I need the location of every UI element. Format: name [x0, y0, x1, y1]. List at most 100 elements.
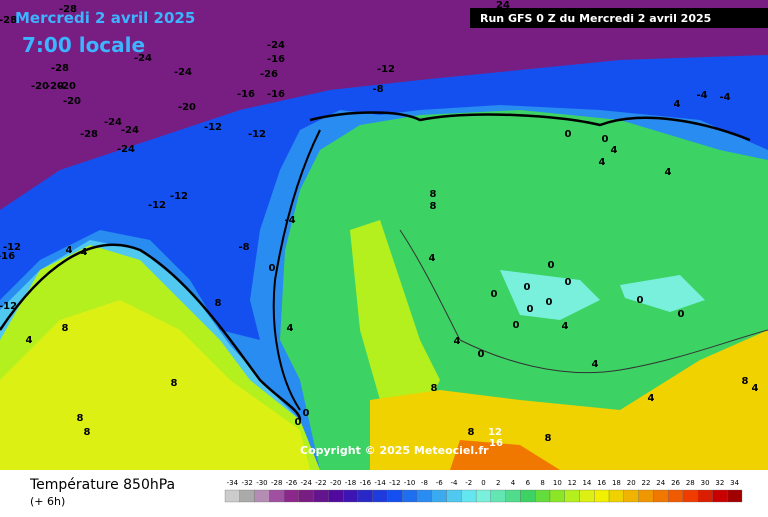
contour-label: 4 [66, 245, 73, 256]
scale-swatch [608, 489, 624, 503]
contour-label: -24 [117, 144, 135, 155]
scale-label: 12 [568, 479, 577, 487]
scale-swatch [283, 489, 300, 503]
contour-label: -12 [0, 301, 17, 312]
scale-label: 30 [701, 479, 710, 487]
contour-label: -8 [372, 84, 383, 95]
contour-label: -16 [0, 251, 15, 262]
scale-label: 26 [671, 479, 680, 487]
contour-labels: -28 -28 -28 -20 -20 -20 -20 -24 -24 -24 … [0, 0, 759, 449]
scale-label: -22 [315, 479, 326, 487]
scale-swatch [520, 489, 536, 503]
contour-label: 0 [491, 289, 498, 300]
scale-label: -16 [360, 479, 372, 487]
scale-label: 20 [627, 479, 636, 487]
footer-step: (+ 6h) [30, 495, 65, 508]
contour-label: 0 [269, 263, 276, 274]
contour-label: 0 [295, 417, 302, 428]
scale-label: 34 [730, 479, 739, 487]
contour-label: 0 [548, 260, 555, 271]
scale-swatch [682, 489, 698, 503]
run-label: Run GFS 0 Z du Mercredi 2 avril 2025 [480, 12, 711, 25]
contour-label: -20 [46, 81, 64, 92]
contour-label: -20 [178, 102, 196, 113]
scale-swatch [535, 489, 551, 503]
scale-swatch [712, 489, 728, 503]
scale-label: 8 [540, 479, 544, 487]
scale-label: 32 [715, 479, 724, 487]
scale-swatch [313, 489, 329, 503]
scale-label: 10 [553, 479, 562, 487]
scale-label: -2 [465, 479, 472, 487]
scale-swatch [579, 489, 595, 503]
scale-swatch [372, 489, 388, 503]
contour-label: 4 [429, 253, 436, 264]
contour-label: -28 [80, 129, 98, 140]
scale-label: 6 [526, 479, 531, 487]
contour-label: -28 [59, 4, 77, 15]
contour-label: 8 [62, 323, 69, 334]
contour-label: 0 [524, 282, 531, 293]
scale-label: -4 [450, 479, 458, 487]
contour-label: -20 [31, 81, 49, 92]
scale-swatch [623, 489, 639, 503]
scale-label: -30 [256, 479, 267, 487]
scale-swatch [239, 489, 255, 503]
scale-label: 2 [496, 479, 500, 487]
scale-swatch [490, 489, 506, 503]
contour-label: 4 [674, 99, 681, 110]
contour-label: -12 [170, 191, 188, 202]
color-scale: -34 -32 -30 -28 -26 -24 -22 -20 -18 -16 -14 -12 -10-… [224, 479, 743, 503]
time-title: 7:00 locale [22, 33, 145, 57]
contour-label: -4 [719, 92, 730, 103]
footer-title: Température 850hPa [29, 477, 175, 493]
contour-label: -26 [260, 69, 278, 80]
scale-label: 4 [511, 479, 516, 487]
contour-label: -4 [284, 215, 295, 226]
contour-label: 0 [546, 297, 553, 308]
contour-label: 0 [565, 277, 572, 288]
contour-label: 0 [602, 134, 609, 145]
contour-label: -24 [267, 40, 285, 51]
scale-label: -14 [374, 479, 386, 487]
contour-label: 0 [478, 349, 485, 360]
date-title: Mercredi 2 avril 2025 [15, 9, 195, 27]
contour-label: -20 [58, 81, 76, 92]
contour-label: 4 [81, 247, 88, 258]
contour-label: -12 [248, 129, 266, 140]
contour-label: 8 [215, 298, 222, 309]
contour-label: -28 [0, 15, 17, 26]
contour-label: -12 [204, 122, 222, 133]
contour-label: 4 [752, 383, 759, 394]
contour-label: -24 [104, 117, 122, 128]
contour-label: -16 [267, 54, 285, 65]
contour-label: 0 [513, 320, 520, 331]
contour-label: -24 [174, 67, 192, 78]
contour-label: 0 [303, 408, 310, 419]
run-box [470, 8, 768, 28]
scale-swatch [697, 489, 713, 503]
contour-label: 12 [488, 427, 502, 438]
scale-label: -12 [389, 479, 400, 487]
scale-swatch [387, 489, 403, 503]
scale-swatch [254, 489, 270, 503]
scale-swatch [328, 489, 344, 503]
contour-label: -28 [51, 63, 69, 74]
scale-label: -6 [436, 479, 444, 487]
scale-swatch [416, 489, 432, 503]
scale-label: -26 [286, 479, 298, 487]
contour-label: 4 [592, 359, 599, 370]
contour-label: -24 [121, 125, 139, 136]
contour-label: -24 [134, 53, 152, 64]
contour-label: 4 [454, 336, 461, 347]
scale-swatch [564, 489, 580, 503]
contour-label: 4 [562, 321, 569, 332]
contour-label: -4 [696, 90, 707, 101]
contour-label: -12 [377, 64, 395, 75]
contour-label: 4 [599, 157, 606, 168]
scale-swatch [638, 489, 654, 503]
scale-label: -18 [345, 479, 356, 487]
scale-swatch [269, 489, 285, 503]
contour-label: 4 [26, 335, 33, 346]
